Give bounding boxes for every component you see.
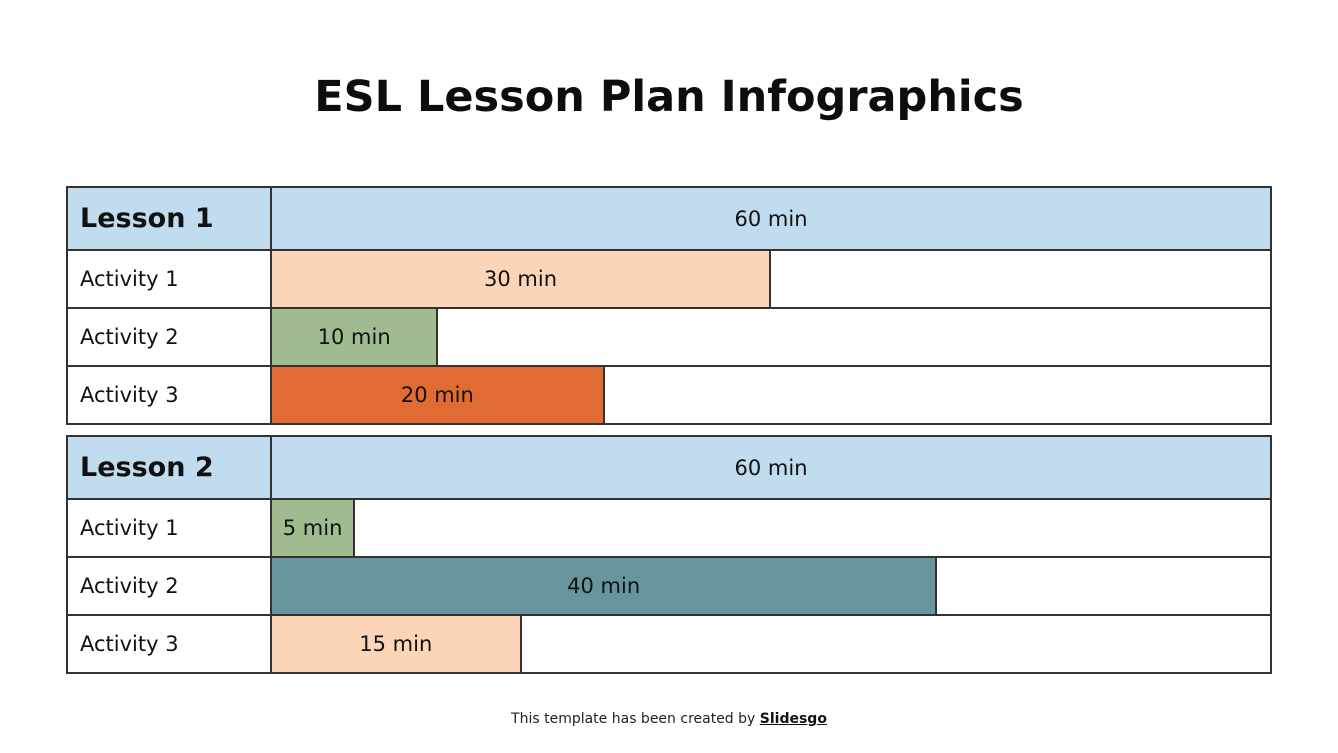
activity-bar: 5 min [272,500,356,556]
page-title: ESL Lesson Plan Infographics [314,72,1024,122]
activity-bar: 15 min [272,616,522,672]
lesson-header-row: Lesson 1 60 min [68,188,1270,249]
lesson-label: Lesson 2 [68,437,272,498]
activity-bar: 20 min [272,367,605,423]
activity-row: Activity 2 10 min [68,307,1270,365]
footer-credit: This template has been created by Slides… [0,711,1338,727]
activity-bar: 40 min [272,558,938,614]
activity-bar: 30 min [272,251,771,307]
activity-label: Activity 2 [68,558,272,614]
lesson-1-table: Lesson 1 60 min Activity 1 30 min Activi… [66,186,1272,425]
activity-row: Activity 3 15 min [68,614,1270,672]
lesson-header-row: Lesson 2 60 min [68,437,1270,498]
activity-row: Activity 3 20 min [68,365,1270,423]
activity-row: Activity 1 30 min [68,249,1270,307]
lesson-2-table: Lesson 2 60 min Activity 1 5 min Activit… [66,435,1272,674]
activity-row: Activity 2 40 min [68,556,1270,614]
footer-text: This template has been created by [511,711,760,727]
activity-label: Activity 3 [68,616,272,672]
lesson-total: 60 min [734,455,808,480]
activity-bar: 10 min [272,309,439,365]
activity-row: Activity 1 5 min [68,498,1270,556]
lesson-label: Lesson 1 [68,188,272,249]
activity-label: Activity 2 [68,309,272,365]
lesson-total: 60 min [734,206,808,231]
activity-label: Activity 3 [68,367,272,423]
activity-label: Activity 1 [68,251,272,307]
activity-label: Activity 1 [68,500,272,556]
slidesgo-link[interactable]: Slidesgo [759,711,827,727]
